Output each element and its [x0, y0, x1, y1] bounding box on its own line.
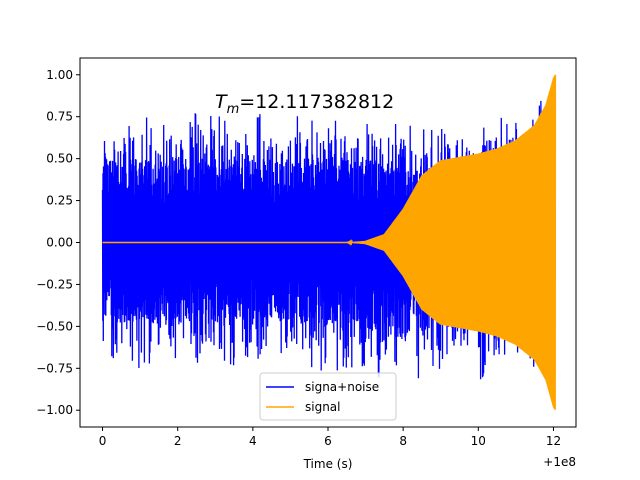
- y-tick-label: 0.50: [46, 152, 73, 166]
- annotation-value: =12.117382812: [239, 91, 394, 113]
- chart-annotation: Tm=12.117382812: [215, 91, 394, 117]
- x-tick-label: 12: [546, 434, 561, 448]
- y-tick-label: −0.50: [36, 319, 73, 333]
- annotation-symbol: T: [215, 91, 228, 113]
- legend: signa+noise signal: [259, 372, 397, 421]
- x-tick-label: 6: [324, 434, 332, 448]
- x-offset-label: +1e8: [543, 455, 576, 469]
- y-tick-label: −0.75: [36, 361, 73, 375]
- legend-box: [259, 372, 397, 421]
- x-tick-label: 10: [471, 434, 486, 448]
- x-tick-label: 0: [99, 434, 107, 448]
- x-tick-label: 8: [399, 434, 407, 448]
- legend-label-signal: signal: [305, 400, 341, 414]
- plot-area: [101, 74, 557, 410]
- x-tick-label: 2: [174, 434, 182, 448]
- x-tick-label: 4: [249, 434, 257, 448]
- y-ticks: −1.00 −0.75 −0.50 −0.25 0.00 0.25 0.50 0.75 1.00: [36, 68, 80, 417]
- y-tick-label: 0.75: [46, 110, 73, 124]
- y-tick-label: 1.00: [46, 68, 73, 82]
- y-tick-label: 0.25: [46, 194, 73, 208]
- series-line-signal: [102, 74, 557, 410]
- legend-label-signal-noise: signa+noise: [305, 380, 379, 394]
- annotation-subscript: m: [227, 102, 240, 117]
- y-tick-label: −0.25: [36, 277, 73, 291]
- series-layer: [101, 74, 557, 410]
- y-tick-label: 0.00: [46, 236, 73, 250]
- y-tick-label: −1.00: [36, 403, 73, 417]
- x-axis-label: Time (s): [303, 457, 353, 471]
- x-ticks: 0 2 4 6 8 10 12: [99, 427, 561, 448]
